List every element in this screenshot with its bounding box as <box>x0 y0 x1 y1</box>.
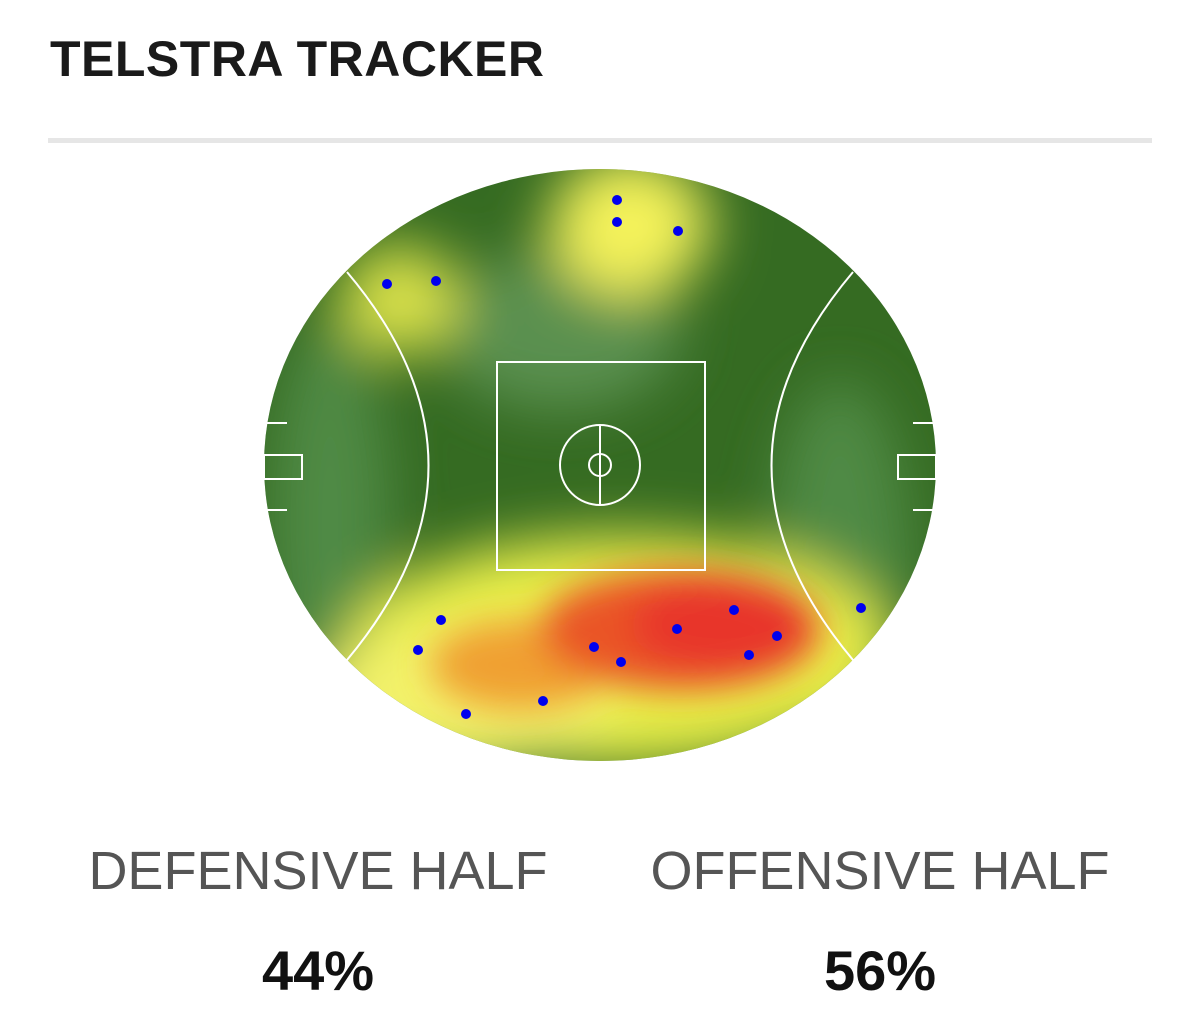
stat-offensive: OFFENSIVE HALF 56% <box>600 840 1160 1003</box>
stat-label: DEFENSIVE HALF <box>88 841 548 901</box>
title: TELSTRA TRACKER <box>50 31 545 87</box>
stat-defensive: DEFENSIVE HALF 44% <box>38 840 598 1003</box>
stat-value: 56% <box>823 939 937 1002</box>
divider <box>48 138 1152 143</box>
field-lines <box>263 271 937 661</box>
heatmap-field <box>263 169 937 761</box>
stat-label: OFFENSIVE HALF <box>650 841 1110 901</box>
stat-value: 44% <box>261 939 375 1002</box>
touch-dots <box>382 195 866 719</box>
